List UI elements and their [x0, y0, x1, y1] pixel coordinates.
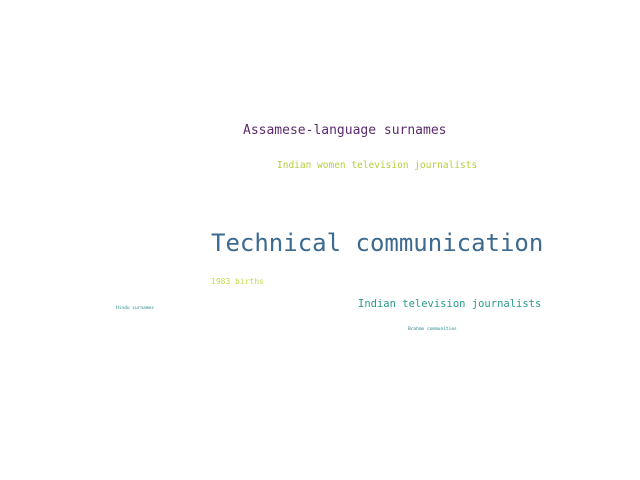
- word-indian-television-journalists: Indian television journalists: [358, 298, 542, 310]
- word-technical-communication: Technical communication: [211, 229, 544, 257]
- word-brahmo-communities: Brahmo communities: [408, 327, 457, 332]
- word-1983-births: 1983 births: [211, 277, 264, 286]
- word-indian-women-television-journalists: Indian women television journalists: [277, 160, 478, 171]
- word-assamese-language-surnames: Assamese-language surnames: [243, 123, 447, 138]
- word-hindu-surnames: Hindu surnames: [116, 306, 154, 311]
